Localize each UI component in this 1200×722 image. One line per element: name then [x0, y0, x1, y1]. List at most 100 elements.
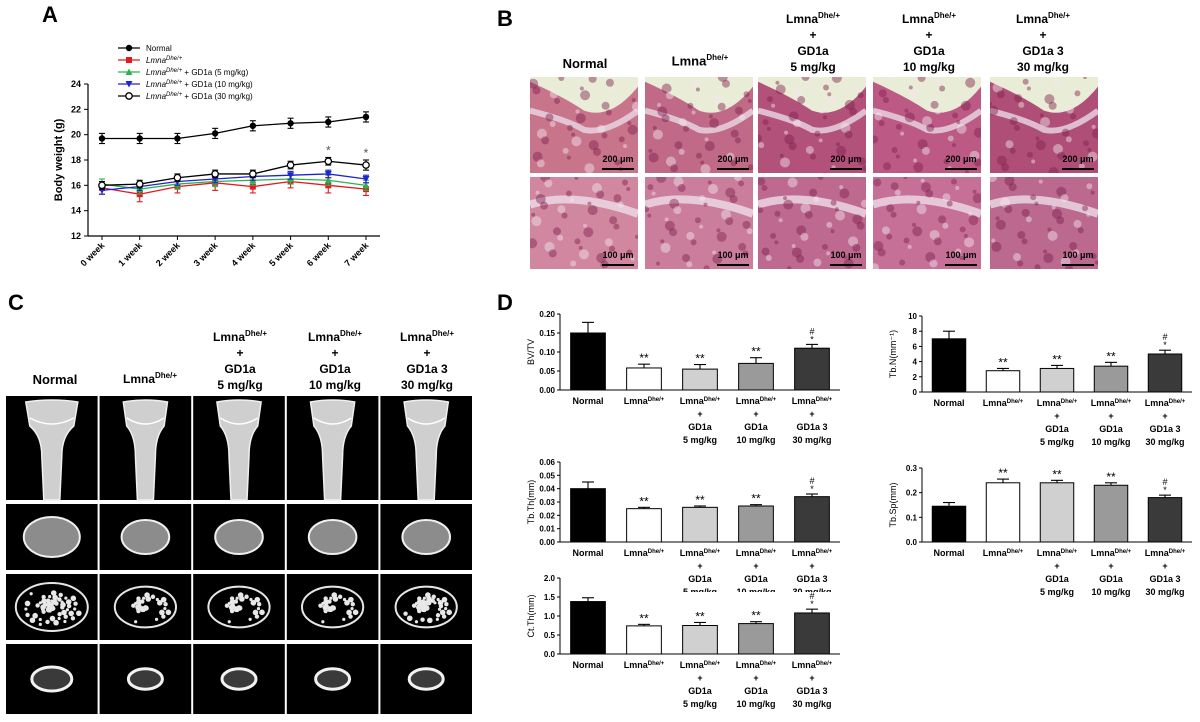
- y-tick-label: 0.15: [539, 329, 555, 338]
- trabecula: [136, 599, 142, 605]
- trabecula: [352, 609, 359, 616]
- scale-bar-line: [1062, 264, 1094, 266]
- bar: [570, 601, 606, 655]
- trabecula: [252, 609, 259, 616]
- trabecula: [48, 595, 52, 599]
- trabecula: [411, 603, 417, 608]
- trabecula: [435, 613, 441, 618]
- trabecula: [348, 596, 354, 603]
- x-label-dose: 30 mg/kg: [792, 699, 831, 709]
- scale-bar: 100 μm: [1062, 250, 1094, 266]
- x-label-plus: +: [697, 409, 702, 419]
- scale-bar-label: 200 μm: [717, 154, 749, 164]
- trabecula: [154, 617, 159, 621]
- x-label-dose: 10 mg/kg: [736, 699, 775, 709]
- y-tick-label: 0.00: [539, 386, 555, 395]
- series-4: [98, 156, 370, 190]
- y-tick-label: 0.0: [906, 538, 918, 547]
- x-label-lmna: LmnaDhe/+: [736, 396, 777, 406]
- x-label-lmna: LmnaDhe/+: [680, 660, 721, 670]
- trabecula: [235, 596, 239, 600]
- trabecula: [137, 603, 142, 608]
- y-tick-label: 24: [71, 79, 81, 89]
- x-label-lmna: LmnaDhe/+: [983, 398, 1024, 408]
- x-label-dose: 30 mg/kg: [792, 435, 831, 445]
- trabecula: [65, 608, 70, 612]
- y-tick-label: 0.03: [539, 498, 555, 507]
- micro-ct-image: [380, 396, 472, 501]
- x-label-lmna: LmnaDhe/+: [624, 548, 665, 558]
- x-label-lmna: LmnaDhe/+: [1037, 548, 1078, 558]
- histology-image: [645, 177, 753, 269]
- x-label-normal: Normal: [572, 548, 603, 558]
- trabecula: [446, 609, 452, 616]
- x-label-lmna: LmnaDhe/+: [680, 396, 721, 406]
- x-label-plus: +: [809, 673, 814, 683]
- scale-bar-line: [717, 264, 749, 266]
- trabecula: [64, 596, 68, 600]
- micro-ct-image: [193, 644, 285, 714]
- trabecula: [57, 611, 62, 617]
- trabecula: [233, 599, 239, 604]
- cortical-ring: [30, 665, 74, 693]
- x-label-dose: 5 mg/kg: [683, 587, 717, 592]
- trabecula: [438, 604, 444, 609]
- y-tick-label: 6: [913, 342, 918, 351]
- bar: [738, 505, 774, 543]
- scale-bar-line: [1062, 168, 1094, 170]
- femur-shape: [122, 399, 169, 501]
- y-tick-label: 0.5: [544, 631, 556, 640]
- data-point: [125, 81, 133, 88]
- x-label-gd1a: GD1a: [744, 574, 769, 584]
- x-label-lmna: LmnaDhe/+: [624, 660, 665, 670]
- bar: [1039, 367, 1075, 393]
- trabecula: [431, 594, 436, 599]
- legend-label: LmnaDhe/+ + GD1a (10 mg/kg): [146, 80, 253, 89]
- y-tick-label: 20: [71, 130, 81, 140]
- trabecula: [76, 610, 82, 617]
- cortical-ring: [407, 667, 445, 691]
- x-label-gd1a: GD1a 3: [1149, 424, 1180, 434]
- scale-bar-line: [830, 168, 862, 170]
- bar: [626, 625, 662, 655]
- trabecula: [155, 597, 159, 602]
- trabecula: [420, 617, 425, 622]
- bar: [1147, 353, 1183, 393]
- trabecula: [61, 609, 67, 616]
- x-tick-label: 2 week: [154, 240, 183, 269]
- tbth-bar-chart: 0.00 0.01 0.02 0.03 0.04 0.05 0.06 Tb.Th(mm) Nor…: [526, 458, 840, 592]
- trabecula: [321, 620, 325, 624]
- x-label-dose: 10 mg/kg: [1091, 587, 1130, 597]
- x-label-plus: +: [1054, 411, 1059, 421]
- trabecula: [248, 617, 252, 621]
- series-line: [102, 116, 367, 140]
- bar: [570, 488, 606, 543]
- trabecula: [329, 596, 333, 600]
- header-b-gd30: LmnaDhe/+ + GD1a 3 30 mg/kg: [1015, 11, 1071, 74]
- data-point: [125, 44, 133, 52]
- trabecula: [66, 603, 72, 609]
- scale-bar: 200 μm: [717, 154, 749, 170]
- x-label-plus: +: [1162, 411, 1167, 421]
- header-b-normal: Normal: [562, 56, 608, 71]
- data-point: [287, 172, 295, 179]
- scale-bar-label: 100 μm: [602, 250, 634, 260]
- trabecula: [141, 596, 146, 600]
- data-point: [174, 135, 181, 142]
- micro-ct-image: [380, 644, 472, 714]
- scale-bar-line: [717, 168, 749, 170]
- x-label-gd1a: GD1a: [744, 422, 769, 432]
- trabecula: [249, 597, 253, 602]
- y-tick-label: 12: [71, 231, 81, 241]
- bar: [794, 612, 830, 655]
- significance-mark: **: [695, 609, 705, 623]
- trabecula: [60, 605, 65, 610]
- x-label-dose: 10 mg/kg: [736, 435, 775, 445]
- data-point: [324, 176, 332, 184]
- significance-mark: **: [1052, 467, 1062, 481]
- micro-ct-image: [99, 396, 192, 501]
- trabecula: [421, 601, 427, 608]
- trabecula: [54, 601, 59, 606]
- data-point: [126, 57, 132, 63]
- trabecula: [57, 597, 62, 602]
